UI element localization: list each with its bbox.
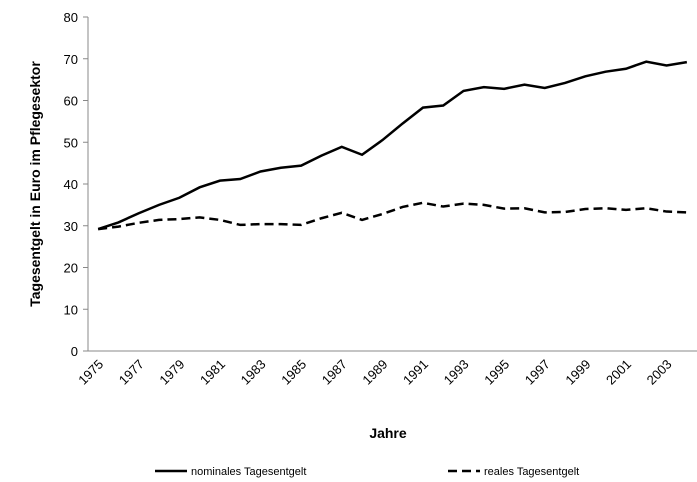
y-tick-label: 20 xyxy=(64,261,78,276)
x-tick-label: 2003 xyxy=(644,357,675,388)
y-tick-label: 40 xyxy=(64,177,78,192)
series-line xyxy=(97,60,688,231)
x-axis-title: Jahre xyxy=(369,425,407,441)
x-tick-label: 1985 xyxy=(278,357,309,388)
y-tick-label: 80 xyxy=(64,10,78,25)
y-tick-label: 30 xyxy=(64,219,78,234)
legend-label: reales Tagesentgelt xyxy=(484,466,579,478)
series-line xyxy=(97,201,687,231)
x-tick-label: 2001 xyxy=(603,357,634,388)
x-tick-label: 1977 xyxy=(116,357,147,388)
x-tick-label: 1991 xyxy=(400,357,431,388)
x-tick-label: 1981 xyxy=(197,357,228,388)
x-tick-label: 1989 xyxy=(359,357,390,388)
x-tick-label: 1993 xyxy=(441,357,472,388)
x-tick-label: 1979 xyxy=(156,357,187,388)
x-tick-label: 1997 xyxy=(522,357,553,388)
y-tick-label: 10 xyxy=(64,302,78,317)
y-tick-label: 50 xyxy=(64,135,78,150)
x-tick-label: 1987 xyxy=(319,357,350,388)
y-tick-label: 70 xyxy=(64,52,78,67)
x-tick-label: 1975 xyxy=(75,357,106,388)
x-tick-label: 1999 xyxy=(562,357,593,388)
x-tick-label: 1995 xyxy=(481,357,512,388)
x-tick-label: 1983 xyxy=(238,357,269,388)
y-tick-label: 0 xyxy=(71,344,78,359)
y-tick-label: 60 xyxy=(64,94,78,109)
legend-label: nominales Tagesentgelt xyxy=(191,466,306,478)
y-axis-title: Tagesentgelt in Euro im Pflegesektor xyxy=(27,61,43,307)
